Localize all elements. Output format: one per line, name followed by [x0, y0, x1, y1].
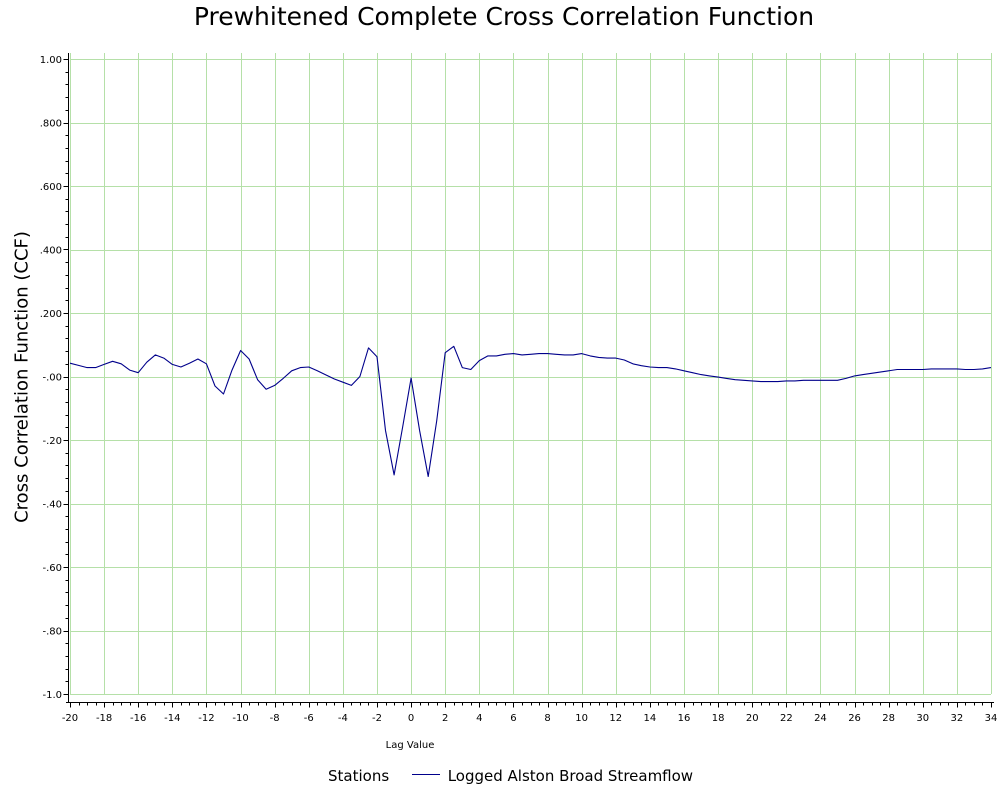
y-tick-label: -.80 — [42, 627, 62, 638]
y-tick-label: .600 — [40, 182, 62, 193]
x-axis-ticks: -20 -18 -16 -14 -12 -10 -8 -6 -4 -2 0 2 4 6 8 10 12 14 16 1… — [62, 702, 998, 724]
y-tick-label: .400 — [40, 246, 62, 257]
x-tick-label: 18 — [712, 713, 725, 724]
y-tick-label: -.20 — [42, 436, 62, 447]
x-tick-label: 34 — [985, 713, 998, 724]
x-tick-label: 20 — [746, 713, 759, 724]
legend: Stations Logged Alston Broad Streamflow — [328, 767, 693, 785]
x-tick-label: 30 — [916, 713, 929, 724]
x-tick-label: -20 — [62, 713, 78, 724]
y-tick-label: .200 — [40, 309, 62, 320]
x-tick-label: -2 — [372, 713, 382, 724]
x-tick-label: 24 — [814, 713, 827, 724]
legend-series-label: Logged Alston Broad Streamflow — [447, 767, 694, 785]
chart-title: Prewhitened Complete Cross Correlation F… — [193, 2, 815, 31]
x-tick-label: -18 — [96, 713, 112, 724]
x-tick-label: 10 — [575, 713, 588, 724]
x-axis-title: Lag Value — [385, 740, 435, 751]
y-tick-label: 1.00 — [40, 55, 62, 66]
y-tick-label: -.40 — [42, 500, 62, 511]
x-tick-label: 2 — [442, 713, 448, 724]
horizontal-gridlines — [70, 59, 991, 695]
x-tick-label: 0 — [408, 713, 414, 724]
x-tick-label: -12 — [198, 713, 214, 724]
x-tick-label: 12 — [609, 713, 622, 724]
y-axis-ticks: 1.00 .800 .600 .400 .200 -.00 -.20 -.40 -.60 -.80… — [40, 55, 69, 701]
y-tick-label: .800 — [40, 119, 62, 130]
x-tick-label: -10 — [232, 713, 248, 724]
legend-title: Stations — [328, 767, 390, 785]
x-tick-label: -14 — [164, 713, 180, 724]
y-tick-label: -.60 — [42, 563, 62, 574]
chart-plot: -20 -18 -16 -14 -12 -10 -8 -6 -4 -2 0 2 4 6 8 10 12 14 16 1… — [40, 53, 998, 724]
vertical-gridlines — [70, 53, 992, 694]
x-tick-label: 6 — [510, 713, 516, 724]
x-tick-label: -4 — [338, 713, 348, 724]
x-tick-label: 22 — [780, 713, 793, 724]
series-group — [69, 345, 992, 478]
x-tick-label: 28 — [882, 713, 895, 724]
x-tick-label: 14 — [644, 713, 657, 724]
series-line — [69, 345, 992, 478]
x-tick-label: -16 — [130, 713, 146, 724]
x-tick-label: 26 — [848, 713, 861, 724]
x-tick-label: -6 — [304, 713, 314, 724]
x-tick-label: 4 — [476, 713, 482, 724]
y-tick-label: -.00 — [42, 373, 62, 384]
legend-line-swatch — [411, 774, 440, 775]
y-tick-label: -1.0 — [42, 690, 62, 701]
x-tick-label: 32 — [951, 713, 964, 724]
x-tick-label: 16 — [678, 713, 691, 724]
x-tick-label: -8 — [270, 713, 280, 724]
x-tick-label: 8 — [544, 713, 550, 724]
